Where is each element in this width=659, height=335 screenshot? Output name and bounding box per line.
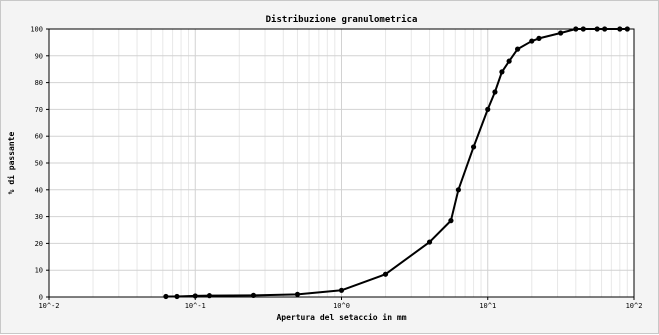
data-point <box>338 287 345 293</box>
data-point <box>192 293 198 299</box>
data-point <box>174 293 180 300</box>
axis-ticks: 0 10 20 30 40 50 60 70 80 90 100 10^-2 10^-1 10^0 10^1… <box>30 26 642 311</box>
y-tick-label: 10 <box>35 267 43 275</box>
data-point <box>382 271 389 277</box>
data-point <box>470 144 477 150</box>
y-tick-label: 0 <box>39 294 43 302</box>
y-tick-label: 50 <box>35 160 43 168</box>
data-point <box>558 30 564 36</box>
x-tick-label: 10^-1 <box>185 302 206 310</box>
data-point <box>506 58 512 64</box>
data-point <box>580 26 586 32</box>
x-axis-label: Apertura del setaccio in mm <box>276 312 406 322</box>
x-tick-label: 10^-2 <box>38 302 59 310</box>
y-tick-label: 30 <box>35 213 43 221</box>
data-point <box>624 26 630 32</box>
y-tick-label: 80 <box>35 79 43 87</box>
data-point <box>492 89 498 95</box>
y-tick-label: 70 <box>35 106 43 114</box>
y-tick-label: 90 <box>35 52 43 60</box>
data-point <box>448 218 454 224</box>
chart-title: Distribuzione granulometrica <box>266 14 418 25</box>
data-point <box>426 239 433 245</box>
data-point <box>485 106 491 112</box>
data-point <box>515 46 521 52</box>
y-tick-label: 60 <box>35 133 43 141</box>
series-group <box>163 26 630 300</box>
data-point <box>250 292 257 298</box>
x-tick-label: 10^0 <box>333 302 350 310</box>
data-point <box>163 293 169 300</box>
x-tick-label: 10^2 <box>626 302 643 310</box>
data-point <box>206 293 213 299</box>
data-point <box>294 291 301 297</box>
y-tick-label: 100 <box>30 26 43 34</box>
data-point <box>602 26 608 32</box>
y-axis-label: % di passante <box>6 132 16 195</box>
y-tick-label: 40 <box>35 186 43 194</box>
x-tick-label: 10^1 <box>479 302 496 310</box>
data-point <box>617 26 623 32</box>
data-point <box>529 38 535 44</box>
data-point <box>573 26 579 32</box>
data-point <box>594 26 600 32</box>
y-tick-label: 20 <box>35 240 43 248</box>
data-point <box>455 187 462 193</box>
data-point <box>536 35 542 41</box>
data-point <box>499 69 505 75</box>
